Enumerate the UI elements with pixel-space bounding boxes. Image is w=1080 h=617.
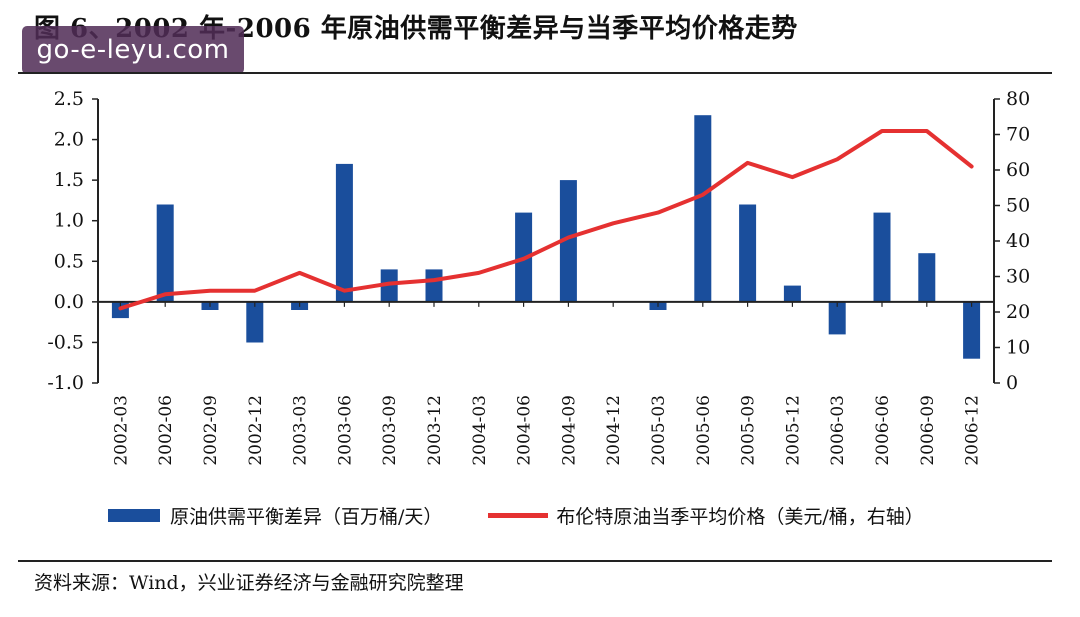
bar-2006-09: [918, 253, 936, 302]
right-tick-label: 0: [1006, 372, 1018, 394]
bar-2002-06: [156, 204, 174, 302]
right-tick-label: 60: [1006, 159, 1030, 181]
left-tick-label: 0.0: [54, 291, 84, 313]
x-tick-label: 2005-09: [739, 395, 759, 466]
x-tick-label: 2005-12: [783, 395, 803, 466]
x-tick-label: 2006-06: [873, 395, 893, 466]
legend-item-bar: 原油供需平衡差异（百万桶/天）: [108, 502, 442, 529]
chart-canvas: 2.5 2.0 1.5 1.0 0.5 0.0 -0.5 -1.0 80 70 60 50 40 30 20…: [47, 88, 1030, 466]
x-tick-label: 2003-12: [425, 395, 445, 466]
x-tick-label: 2002-03: [111, 395, 131, 466]
x-tick-label: 2003-06: [335, 395, 355, 466]
bottom-rule: [18, 560, 1052, 562]
left-tick-label: 0.5: [54, 250, 84, 272]
bar-2006-03: [828, 301, 846, 335]
x-tick-label: 2005-03: [649, 395, 669, 466]
x-tick-label: 2002-06: [156, 395, 176, 466]
x-tick-label: 2006-09: [918, 395, 938, 466]
left-tick-label: 2.5: [54, 88, 84, 110]
x-tick-label: 2006-03: [828, 395, 848, 466]
x-tick-label: 2002-09: [201, 395, 221, 466]
chart-legend: 原油供需平衡差异（百万桶/天） 布伦特原油当季平均价格（美元/桶，右轴）: [108, 500, 970, 530]
legend-item-line: 布伦特原油当季平均价格（美元/桶，右轴）: [488, 502, 924, 529]
price-line: [118, 129, 974, 311]
x-tick-label: 2004-12: [604, 395, 624, 466]
left-tick-label: 1.0: [54, 210, 84, 232]
bar-2006-12: [963, 301, 981, 359]
right-tick-label: 20: [1006, 301, 1030, 323]
bar-2002-12: [246, 301, 264, 343]
bar-2005-06: [694, 115, 712, 302]
x-tick-label: 2005-06: [694, 395, 714, 466]
left-tick-label: 2.0: [54, 129, 84, 151]
x-tick-label: 2003-09: [380, 395, 400, 466]
bar-2003-09: [380, 269, 398, 302]
source-note: 资料来源：Wind，兴业证券经济与金融研究院整理: [34, 572, 464, 594]
bar-2003-06: [335, 163, 353, 302]
bar-2005-09: [739, 204, 757, 302]
right-tick-label: 30: [1006, 266, 1030, 288]
right-tick-label: 50: [1006, 195, 1030, 217]
left-tick-label: 1.5: [54, 169, 84, 191]
top-rule: [18, 72, 1052, 74]
legend-label-bar: 原油供需平衡差异（百万桶/天）: [170, 505, 443, 528]
watermark: go-e-leyu.com: [22, 26, 244, 74]
x-tick-label: 2003-03: [291, 395, 311, 466]
right-tick-label: 80: [1006, 88, 1030, 110]
right-tick-label: 40: [1006, 230, 1030, 252]
right-tick-label: 10: [1006, 337, 1030, 359]
legend-swatch-bar: [108, 508, 160, 522]
x-tick-label: 2002-12: [246, 395, 266, 466]
left-tick-label: -0.5: [47, 331, 84, 353]
bar-2005-12: [783, 285, 801, 302]
right-tick-label: 70: [1006, 124, 1030, 146]
bar-2006-06: [873, 212, 891, 302]
x-tick-label: 2006-12: [963, 395, 983, 466]
left-tick-label: -1.0: [47, 372, 84, 394]
bar-2004-09: [559, 180, 577, 302]
legend-swatch-line: [488, 512, 549, 518]
bar-2003-12: [425, 269, 443, 302]
x-tick-label: 2004-09: [559, 395, 579, 466]
x-tick-label: 2004-06: [515, 395, 535, 466]
legend-label-line: 布伦特原油当季平均价格（美元/桶，右轴）: [556, 505, 924, 528]
x-tick-label: 2004-03: [470, 395, 490, 466]
